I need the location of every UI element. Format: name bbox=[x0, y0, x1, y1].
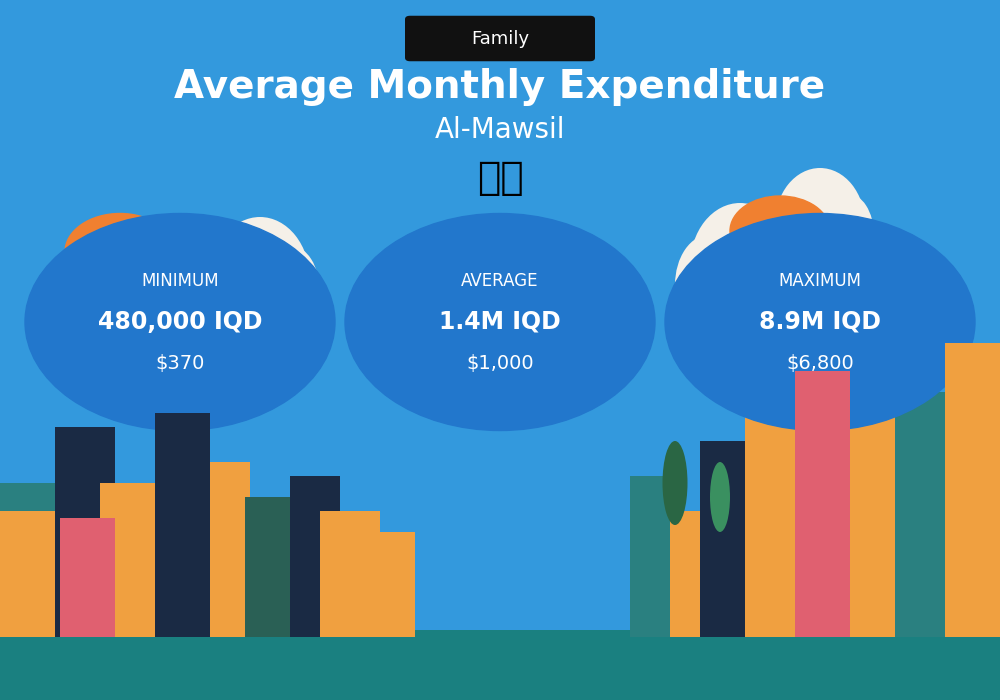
Ellipse shape bbox=[662, 441, 688, 525]
Text: Average Monthly Expenditure: Average Monthly Expenditure bbox=[174, 69, 826, 106]
Ellipse shape bbox=[690, 203, 790, 329]
Circle shape bbox=[25, 214, 335, 430]
Ellipse shape bbox=[710, 462, 730, 532]
Circle shape bbox=[345, 214, 655, 430]
Circle shape bbox=[730, 196, 830, 266]
Ellipse shape bbox=[762, 196, 824, 286]
Bar bbox=[115, 539, 165, 637]
Ellipse shape bbox=[740, 231, 800, 326]
Text: $6,800: $6,800 bbox=[786, 354, 854, 372]
Bar bbox=[0, 511, 65, 637]
Text: 🇮🇶: 🇮🇶 bbox=[477, 160, 523, 197]
Bar bbox=[60, 518, 115, 637]
Bar bbox=[210, 462, 250, 637]
Bar bbox=[945, 343, 1000, 637]
Bar bbox=[795, 371, 850, 637]
Bar bbox=[700, 441, 755, 637]
Bar bbox=[55, 427, 115, 637]
Text: Family: Family bbox=[471, 29, 529, 48]
Ellipse shape bbox=[260, 246, 320, 340]
Ellipse shape bbox=[210, 217, 310, 343]
FancyBboxPatch shape bbox=[405, 15, 595, 62]
Text: 480,000 IQD: 480,000 IQD bbox=[98, 310, 262, 334]
Ellipse shape bbox=[675, 234, 745, 335]
Text: 8.9M IQD: 8.9M IQD bbox=[759, 310, 881, 334]
Bar bbox=[0, 483, 65, 637]
Text: $1,000: $1,000 bbox=[466, 354, 534, 372]
Ellipse shape bbox=[195, 248, 265, 349]
Ellipse shape bbox=[820, 193, 874, 277]
Text: MINIMUM: MINIMUM bbox=[141, 272, 219, 290]
Circle shape bbox=[65, 214, 175, 290]
Text: AVERAGE: AVERAGE bbox=[461, 272, 539, 290]
Bar bbox=[895, 392, 955, 637]
Bar bbox=[155, 413, 210, 637]
Bar bbox=[100, 483, 170, 637]
Bar bbox=[745, 413, 805, 637]
Text: $370: $370 bbox=[155, 354, 205, 372]
Bar bbox=[320, 511, 380, 637]
Bar bbox=[370, 532, 415, 637]
Bar bbox=[0, 630, 1000, 700]
Bar bbox=[630, 476, 680, 637]
Bar bbox=[840, 343, 910, 637]
Bar bbox=[290, 476, 340, 637]
Text: 1.4M IQD: 1.4M IQD bbox=[439, 310, 561, 334]
Bar bbox=[245, 497, 305, 637]
Circle shape bbox=[665, 214, 975, 430]
Ellipse shape bbox=[775, 168, 865, 280]
Text: MAXIMUM: MAXIMUM bbox=[778, 272, 862, 290]
Bar bbox=[670, 511, 710, 637]
Text: Al-Mawsil: Al-Mawsil bbox=[435, 116, 565, 144]
